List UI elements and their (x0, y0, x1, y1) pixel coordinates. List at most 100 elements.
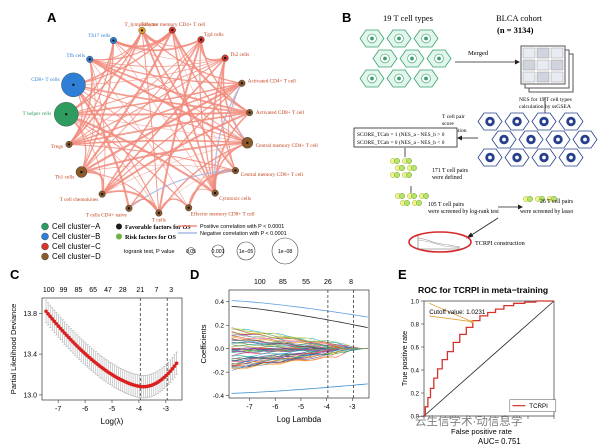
cell-type-icon (386, 29, 412, 48)
pair-icon (390, 158, 417, 178)
network-node-dot (88, 58, 91, 61)
cell-type-icon (413, 69, 439, 88)
network-edge (69, 143, 236, 172)
scored-cell-icon (477, 148, 503, 167)
lasso-coefficient-chart: -7 -6 -5 -4 -3 -0.4 -0.2 0.0 0.2 0.4 100 85 55 26 8 Log… (199, 279, 370, 424)
matrix-cell (522, 47, 536, 59)
deviance-point (58, 326, 63, 331)
legend-size-circle (236, 241, 256, 261)
network-node-label: Tfh cells (66, 52, 85, 59)
deviance-point (54, 321, 59, 326)
matrix-cell (536, 71, 550, 83)
x-tick-label: -4 (136, 406, 142, 413)
scored-cell-icon (558, 148, 584, 167)
cell-type-icon (359, 69, 385, 88)
y-tick-label: -0.2 (213, 370, 225, 377)
y-axis-label: Partial Likelihood Deviance (9, 304, 18, 394)
legend-cluster-label: Cell cluster−A (52, 222, 101, 231)
panel-b: B 19 T cell types BLCA cohort (n = 3134)… (342, 10, 598, 253)
y-tick-label: 0.4 (215, 299, 224, 306)
network-node-dot (199, 38, 203, 41)
deviance-point (50, 317, 55, 321)
top-tick-label: 8 (349, 279, 353, 286)
legend-size-circle (211, 244, 225, 258)
network-node-dot (101, 192, 104, 196)
x-tick-label: -5 (298, 404, 304, 411)
deviance-point (174, 361, 179, 366)
network-node-dot (240, 82, 244, 85)
y-tick-label: 13.0 (23, 392, 37, 399)
network-edge (113, 38, 202, 52)
step1-line-1: 171 T cell pairs (432, 168, 469, 174)
cohort-title: BLCA cohort (496, 13, 543, 23)
legend-size-label: 0.05 (186, 249, 196, 255)
coefficient-path (231, 348, 368, 367)
formula-box (353, 127, 458, 148)
tcrpi-construction-label: TCRPI construction (475, 240, 525, 247)
formula-line-1: SCORE_TCab = 1 (NES_a - NES_b > 0 (357, 131, 445, 138)
network-node-label: Activated CD8+ T cell (256, 110, 305, 116)
panel-e: E ROC for TCRPI in meta−training 0.00.20… (398, 267, 557, 446)
network-edge (89, 57, 226, 67)
network-edge (81, 141, 248, 173)
pairs-cluster-171 (390, 158, 417, 178)
scored-cell-icon (531, 112, 557, 131)
cohort-matrix-icon (520, 45, 574, 93)
top-tick-label: 3 (169, 287, 173, 294)
x-axis-label: Log(λ) (101, 417, 124, 426)
legend-cluster-swatch (41, 242, 49, 251)
legend-size-label: 0.001 (212, 249, 225, 255)
network-node-dot (234, 169, 237, 172)
network-edge (66, 114, 160, 214)
lasso-deviance-chart: -7 -6 -5 -4 -3 13.0 13.4 13.8 100 99 85 65 47 28 21 7 3 L… (9, 287, 183, 426)
panel-c-letter: C (10, 267, 20, 282)
y-tick-label: 13.8 (23, 311, 37, 318)
roc-curve (424, 300, 554, 417)
network-node-dot (248, 111, 251, 114)
network-node-label: Tregs (51, 144, 63, 150)
network-node-label: T helper cells (23, 111, 52, 117)
pairs-cluster-26 (523, 196, 557, 202)
network-node-dot (214, 191, 217, 195)
panel-e-letter: E (398, 267, 407, 282)
y-tick-label: 1.0 (411, 299, 420, 305)
network-edge (68, 40, 115, 145)
panel-d: D -7 -6 -5 -4 -3 -0.4 -0.2 0.0 0.2 0.4 100 85 55 26 8 L… (190, 267, 370, 424)
network-node-label: T cell chemokines (60, 197, 99, 203)
legend-size-label: 1e−05 (239, 249, 254, 255)
top-tick-label: 99 (60, 287, 68, 294)
legend-factor-swatch (116, 223, 122, 230)
roc-chart: 0.0 0.2 0.4 0.6 0.8 1.0 Cutoff value: 1.0231 TC… (400, 299, 557, 420)
step2-line-2: were screened by log-rank test (428, 209, 499, 215)
tcrpi-oval (408, 231, 472, 253)
y-tick-label: -0.4 (213, 393, 225, 400)
panel-a-letter: A (47, 10, 57, 25)
legend-size-circle (271, 237, 299, 265)
y-tick-label: 0.2 (215, 323, 224, 330)
network-node-dot (80, 170, 83, 174)
matrix-cell (536, 59, 550, 71)
x-tick-label: -3 (349, 404, 355, 411)
network-edge (101, 111, 251, 195)
panel-d-letter: D (190, 267, 199, 282)
network-node-label: Effector memory CD8+ T cell (191, 211, 255, 218)
coefficient-path (231, 327, 368, 349)
cell-types-title: 19 T cell types (383, 13, 433, 23)
network-edge (89, 59, 106, 195)
deviance-point (48, 314, 52, 319)
network-edge (210, 57, 226, 194)
y-tick-label: 0.4 (411, 368, 420, 374)
matrix-cell (550, 59, 564, 71)
merged-label: Merged (468, 50, 489, 57)
network-edge (128, 82, 243, 209)
network-edge (68, 39, 202, 145)
network-edge (102, 142, 248, 195)
network-node-dot (157, 211, 161, 215)
deviance-point (44, 309, 48, 314)
cohort-n: (n = 3134) (497, 25, 534, 35)
legend-size-title: logrank test, P value (124, 249, 175, 255)
scored-cell-icon (477, 112, 503, 131)
network-edge (141, 30, 160, 214)
scored-cell-icon (572, 130, 598, 149)
cohort-curve-icon (417, 236, 461, 250)
